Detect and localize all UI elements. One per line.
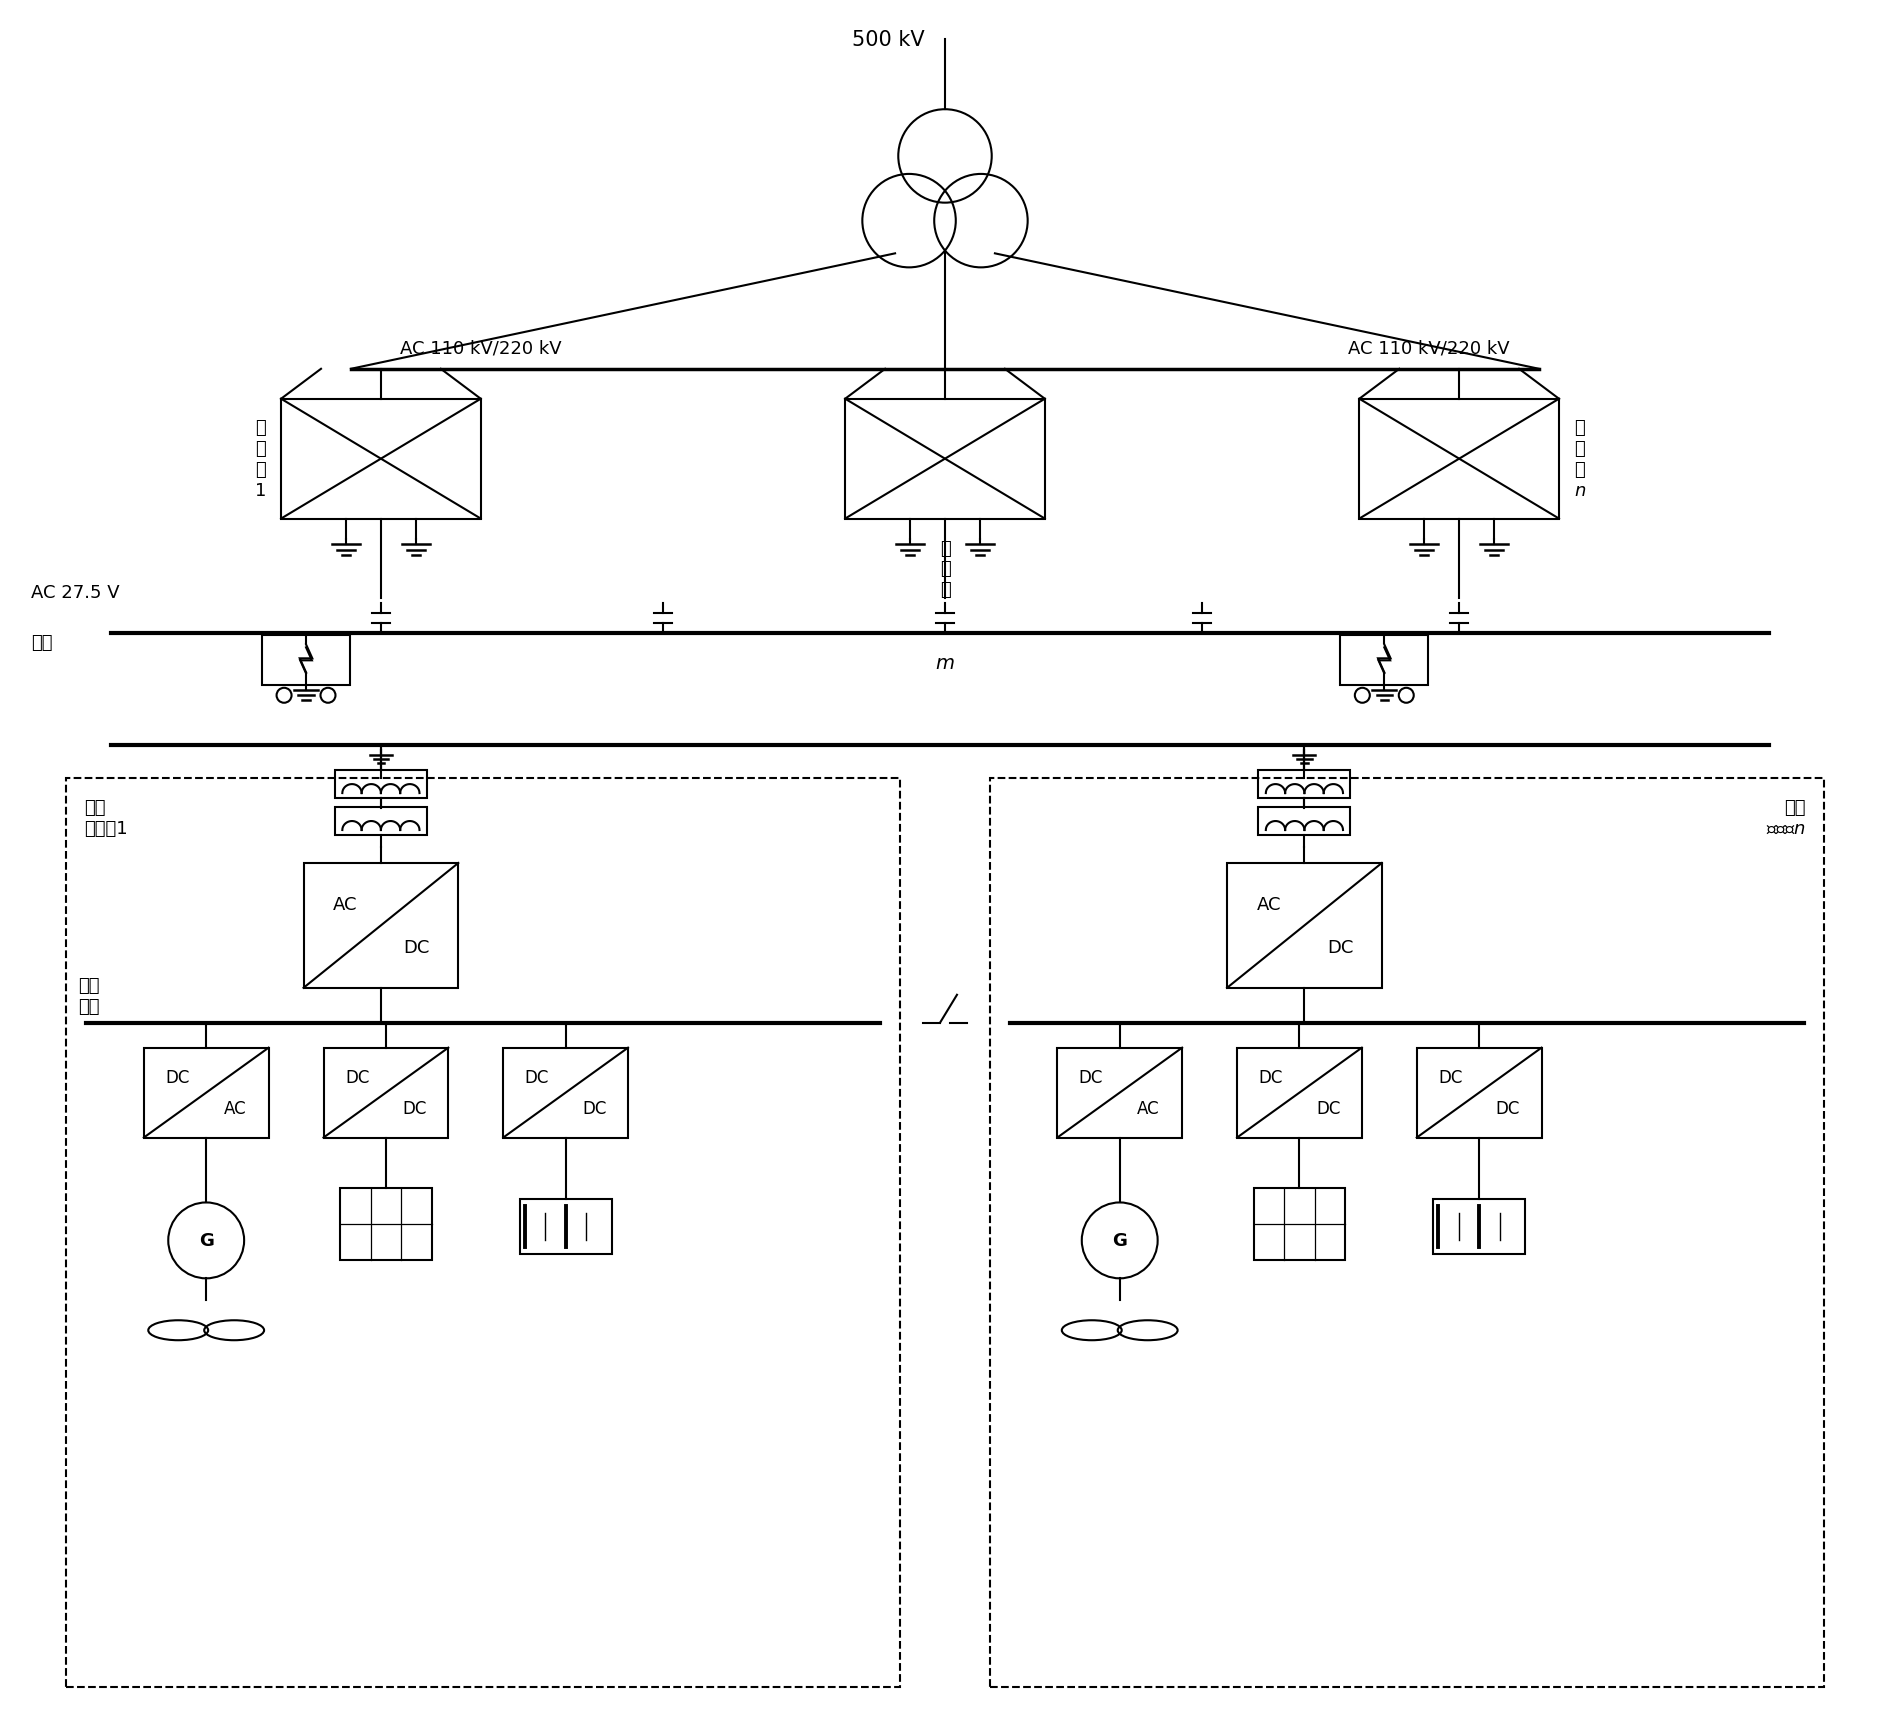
Bar (340, 1189, 431, 1261)
Text: 母线: 母线 (32, 634, 53, 651)
Text: 牵引
微电网$n$: 牵引 微电网$n$ (1766, 799, 1806, 837)
Bar (845, 400, 1046, 519)
Text: DC: DC (1080, 1068, 1102, 1087)
Bar (1227, 863, 1382, 989)
Text: 牵引
微电网1: 牵引 微电网1 (85, 799, 129, 837)
Text: DC: DC (1439, 1068, 1462, 1087)
Bar (323, 1048, 448, 1137)
Text: AC 110 kV/220 kV: AC 110 kV/220 kV (399, 339, 562, 358)
Text: AC 110 kV/220 kV: AC 110 kV/220 kV (1348, 339, 1511, 358)
Bar (1259, 808, 1350, 836)
Text: DC: DC (524, 1068, 548, 1087)
Text: DC: DC (344, 1068, 369, 1087)
Bar (1433, 1199, 1524, 1254)
Text: DC: DC (1259, 1068, 1282, 1087)
Text: AC: AC (333, 896, 357, 913)
Text: AC 27.5 V: AC 27.5 V (32, 584, 121, 601)
Bar (520, 1199, 611, 1254)
Bar (1259, 770, 1350, 799)
Bar (1360, 400, 1558, 519)
Bar (1341, 636, 1428, 686)
Text: $m$: $m$ (936, 655, 955, 674)
Text: AC: AC (1136, 1099, 1159, 1117)
Text: DC: DC (1316, 1099, 1341, 1117)
Text: DC: DC (1327, 937, 1354, 956)
Text: G: G (199, 1232, 214, 1249)
Text: DC: DC (165, 1068, 189, 1087)
Text: G: G (1112, 1232, 1127, 1249)
Text: 牵
引
站
1: 牵 引 站 1 (255, 419, 267, 500)
Text: 牵
引
站: 牵 引 站 (940, 539, 951, 600)
Text: 牵
引
站
$n$: 牵 引 站 $n$ (1573, 419, 1587, 500)
Bar (1237, 1048, 1362, 1137)
Text: DC: DC (1496, 1099, 1520, 1117)
Text: 直流
母线: 直流 母线 (78, 977, 100, 1015)
Bar (335, 770, 427, 799)
Bar (263, 636, 350, 686)
Text: AC: AC (223, 1099, 246, 1117)
Bar (282, 400, 480, 519)
Bar (1416, 1048, 1541, 1137)
Bar (989, 779, 1823, 1687)
Text: DC: DC (403, 1099, 427, 1117)
Text: 500 kV: 500 kV (853, 31, 925, 50)
Bar (144, 1048, 269, 1137)
Text: DC: DC (582, 1099, 607, 1117)
Bar (1057, 1048, 1182, 1137)
Bar (335, 808, 427, 836)
Text: AC: AC (1258, 896, 1280, 913)
Bar (1254, 1189, 1345, 1261)
Bar (304, 863, 458, 989)
Bar (503, 1048, 628, 1137)
Text: DC: DC (403, 937, 429, 956)
Bar (66, 779, 900, 1687)
